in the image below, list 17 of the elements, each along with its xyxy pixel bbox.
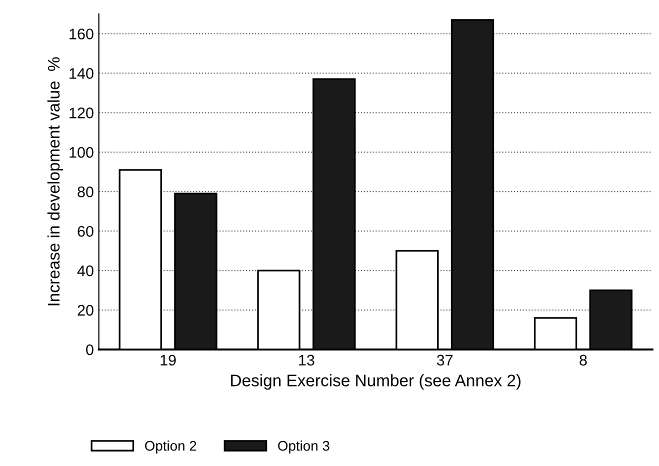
y-tick-label: 20 [78,304,94,316]
y-axis-title: Increase in development value % [47,57,63,306]
y-tick-label: 80 [78,186,94,198]
y-tick-label: 60 [78,226,94,237]
x-tick-label: 19 [160,354,176,366]
y-tick-label: 0 [86,344,94,356]
x-tick-label: 8 [580,354,587,366]
legend-label: Option 2 [145,440,196,454]
y-tick-label: 160 [70,28,94,40]
x-axis-title: Design Exercise Number (see Annex 2) [231,374,521,390]
y-tick-label: 100 [70,147,94,158]
y-tick-label: 120 [70,108,94,118]
y-tick-label: 140 [70,68,94,79]
x-tick-label: 37 [436,354,453,366]
y-tick-label: 40 [77,265,94,276]
legend-label: Option 3 [278,440,330,454]
x-tick-label: 13 [299,354,314,366]
